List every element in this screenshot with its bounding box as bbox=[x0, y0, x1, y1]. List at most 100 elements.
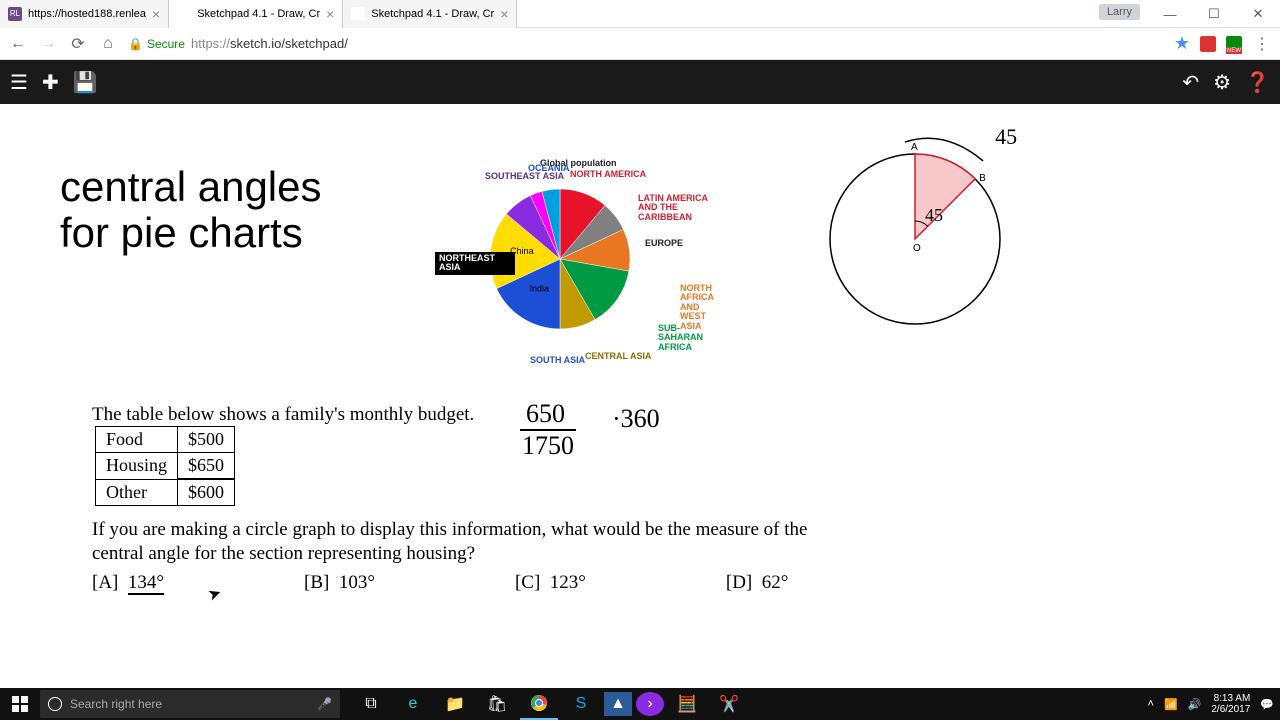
window-controls: — ☐ ✕ bbox=[1148, 0, 1280, 28]
pie-region-label: SOUTH ASIA bbox=[530, 356, 585, 365]
bookmark-star-icon[interactable]: ★ bbox=[1174, 33, 1190, 54]
favicon-icon bbox=[177, 7, 191, 21]
notifications-icon[interactable]: 💬 bbox=[1260, 698, 1274, 711]
task-view-icon[interactable]: ⧉ bbox=[352, 688, 390, 720]
pie-region-label: EUROPE bbox=[645, 239, 683, 248]
cortana-circle-icon bbox=[48, 697, 62, 711]
tab-close-icon[interactable]: × bbox=[500, 6, 508, 22]
store-icon[interactable]: 🛍 bbox=[478, 688, 516, 720]
handwriting-multiplier: ·360 bbox=[612, 404, 660, 434]
title-line-1: central angles bbox=[60, 164, 322, 210]
lock-icon: 🔒 bbox=[128, 37, 143, 51]
browser-tabs: RLhttps://hosted188.renlea× Sketchpad 4.1… bbox=[0, 0, 517, 28]
fraction-numerator: 650 bbox=[520, 399, 576, 431]
save-icon[interactable]: 💾 bbox=[73, 70, 98, 95]
table-row: Housing$650 bbox=[96, 453, 235, 480]
forward-icon[interactable]: → bbox=[38, 35, 58, 53]
tab-label: Sketchpad 4.1 - Draw, Cr bbox=[197, 8, 320, 20]
windows-taskbar: Search right here 🎤 ⧉ e 📁 🛍 S ▲ › 🧮 ✂️ ˄… bbox=[0, 688, 1280, 720]
answer-choice: [A] 134° bbox=[92, 572, 164, 594]
pie-region-label: SUB-SAHARAN AFRICA bbox=[658, 324, 720, 352]
microphone-icon[interactable]: 🎤 bbox=[317, 697, 332, 711]
chrome-icon[interactable] bbox=[520, 688, 558, 720]
chrome-menu-icon[interactable]: ⋮ bbox=[1252, 34, 1272, 54]
table-row: Other$600 bbox=[96, 479, 235, 506]
sketchpad-toolbar: ☰ ✚ 💾 ↶ ⚙ ❓ bbox=[0, 60, 1280, 104]
maximize-button[interactable]: ☐ bbox=[1192, 0, 1236, 28]
new-file-icon[interactable]: ✚ bbox=[42, 70, 59, 95]
skype-icon[interactable]: S bbox=[562, 688, 600, 720]
svg-text:45: 45 bbox=[925, 205, 943, 225]
url-field[interactable]: 🔒 Secure https:// sketch.io/sketchpad/ bbox=[128, 36, 1164, 51]
clock-time: 8:13 AM bbox=[1211, 693, 1250, 704]
question-intro: The table below shows a family's monthly… bbox=[92, 404, 474, 426]
extension-icon-1[interactable] bbox=[1200, 36, 1216, 52]
url-host: sketch.io/sketchpad/ bbox=[230, 36, 348, 51]
tab-close-icon[interactable]: × bbox=[326, 6, 334, 22]
pie-region-label: NORTH AMERICA bbox=[570, 170, 646, 179]
reload-icon[interactable]: ⟳ bbox=[68, 34, 88, 54]
edge-icon[interactable]: e bbox=[394, 688, 432, 720]
svg-text:45: 45 bbox=[995, 124, 1017, 149]
volume-icon[interactable]: 🔊 bbox=[1188, 698, 1202, 711]
minimize-button[interactable]: — bbox=[1148, 0, 1192, 28]
secure-label: Secure bbox=[147, 37, 185, 51]
clock-date: 2/6/2017 bbox=[1211, 704, 1250, 715]
clock[interactable]: 8:13 AM 2/6/2017 bbox=[1211, 693, 1250, 715]
table-cell-value: $500 bbox=[178, 427, 235, 453]
favicon-icon bbox=[351, 7, 365, 21]
table-cell-label: Other bbox=[96, 479, 178, 506]
app-icon-2[interactable]: › bbox=[636, 692, 664, 716]
taskbar-apps: ⧉ e 📁 🛍 S ▲ › 🧮 ✂️ bbox=[352, 688, 748, 720]
start-button[interactable] bbox=[0, 688, 40, 720]
svg-text:A: A bbox=[911, 142, 918, 153]
file-explorer-icon[interactable]: 📁 bbox=[436, 688, 474, 720]
tray-chevron-icon[interactable]: ˄ bbox=[1148, 698, 1154, 710]
back-icon[interactable]: ← bbox=[8, 35, 28, 53]
page-title: central angles for pie charts bbox=[60, 164, 322, 256]
sketchpad-canvas[interactable]: central angles for pie charts IndiaChina… bbox=[0, 104, 1280, 688]
browser-tab[interactable]: RLhttps://hosted188.renlea× bbox=[0, 0, 169, 28]
secure-indicator: 🔒 Secure bbox=[128, 37, 185, 51]
answer-choices: [A] 134°[B] 103°[C] 123°[D] 62° bbox=[92, 572, 788, 594]
pie-region-label: OCEANIA bbox=[528, 164, 570, 173]
user-badge: Larry bbox=[1099, 4, 1140, 20]
fraction-denominator: 1750 bbox=[520, 431, 576, 461]
settings-gear-icon[interactable]: ⚙ bbox=[1213, 70, 1231, 95]
answer-choice: [B] 103° bbox=[304, 572, 375, 594]
extension-icons: ★ NEW ⋮ bbox=[1174, 33, 1272, 54]
browser-tab[interactable]: Sketchpad 4.1 - Draw, Cr× bbox=[343, 0, 517, 28]
answer-choice: [C] 123° bbox=[515, 572, 586, 594]
browser-address-bar: ← → ⟳ ⌂ 🔒 Secure https:// sketch.io/sket… bbox=[0, 28, 1280, 60]
table-cell-label: Housing bbox=[96, 453, 178, 480]
undo-icon[interactable]: ↶ bbox=[1182, 70, 1199, 95]
windows-logo-icon bbox=[12, 696, 28, 712]
pie-region-label: CENTRAL ASIA bbox=[585, 352, 652, 361]
calculator-icon[interactable]: 🧮 bbox=[668, 688, 706, 720]
snipping-tool-icon[interactable]: ✂️ bbox=[710, 688, 748, 720]
table-cell-value: $650 bbox=[178, 453, 235, 480]
question-prompt: If you are making a circle graph to disp… bbox=[92, 518, 852, 566]
wifi-icon[interactable]: 📶 bbox=[1164, 698, 1178, 711]
table-row: Food$500 bbox=[96, 427, 235, 453]
hamburger-menu-icon[interactable]: ☰ bbox=[10, 70, 28, 95]
handwriting-fraction: 650 1750 bbox=[520, 399, 576, 461]
app-icon-1[interactable]: ▲ bbox=[604, 692, 632, 716]
home-icon[interactable]: ⌂ bbox=[98, 35, 118, 53]
extension-icon-2[interactable]: NEW bbox=[1226, 36, 1242, 52]
pie-region-label: LATIN AMERICA AND THE CARIBBEAN bbox=[638, 194, 718, 222]
title-line-2: for pie charts bbox=[60, 210, 322, 256]
taskbar-search[interactable]: Search right here 🎤 bbox=[40, 690, 340, 718]
table-cell-value: $600 bbox=[178, 479, 235, 506]
close-button[interactable]: ✕ bbox=[1236, 0, 1280, 28]
help-icon[interactable]: ❓ bbox=[1245, 70, 1270, 95]
tab-close-icon[interactable]: × bbox=[152, 6, 160, 22]
pie-region-label: NORTHEAST ASIA bbox=[435, 252, 515, 275]
system-tray: ˄ 📶 🔊 8:13 AM 2/6/2017 💬 bbox=[1148, 693, 1280, 715]
table-cell-label: Food bbox=[96, 427, 178, 453]
angle-circle-diagram: O A B 45 45 bbox=[820, 124, 1020, 339]
favicon-icon: RL bbox=[8, 7, 22, 21]
browser-tab[interactable]: Sketchpad 4.1 - Draw, Cr × bbox=[169, 0, 343, 28]
svg-text:B: B bbox=[979, 173, 986, 184]
svg-text:O: O bbox=[913, 243, 921, 254]
